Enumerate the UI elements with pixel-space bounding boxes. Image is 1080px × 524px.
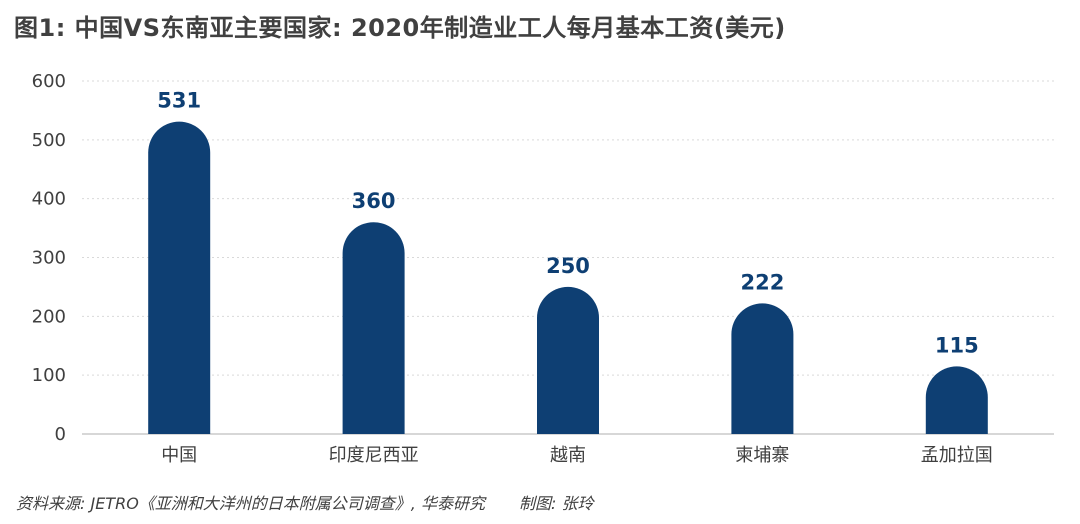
data-labels: 531 360 250 222 115: [157, 89, 978, 358]
source-note: 资料来源: JETRO《亚洲和大洋州的日本附属公司调查》, 华泰研究 制图: 张玲: [16, 490, 593, 514]
bar-0: [148, 121, 211, 434]
x-tick-label: 柬埔寨: [735, 445, 789, 466]
y-tick-label: 300: [32, 248, 66, 269]
bar-4: [925, 366, 988, 434]
y-tick-label: 500: [32, 130, 66, 151]
y-tick-label: 200: [32, 306, 66, 327]
data-label: 250: [546, 254, 590, 278]
y-tick-label: 400: [32, 189, 66, 210]
x-axis-tick-labels: 中国 印度尼西亚 越南 柬埔寨 孟加拉国: [161, 445, 993, 466]
bar-1: [342, 222, 405, 434]
data-label: 531: [157, 89, 201, 113]
y-tick-label: 0: [55, 424, 66, 445]
author-text: 制图: 张玲: [518, 494, 594, 513]
bars: [148, 121, 988, 434]
data-label: 222: [740, 270, 784, 294]
x-tick-label: 印度尼西亚: [329, 445, 419, 466]
y-tick-label: 100: [32, 365, 66, 386]
bar-2: [537, 286, 599, 434]
x-tick-label: 孟加拉国: [921, 445, 993, 466]
data-label: 115: [935, 333, 979, 357]
source-text: 资料来源: JETRO《亚洲和大洋州的日本附属公司调查》, 华泰研究: [16, 494, 485, 513]
chart-title: 图1: 中国VS东南亚主要国家: 2020年制造业工人每月基本工资(美元): [14, 14, 786, 42]
x-tick-label: 越南: [550, 445, 586, 466]
y-tick-label: 600: [32, 71, 66, 92]
bar-3: [731, 303, 794, 434]
x-tick-label: 中国: [161, 445, 197, 466]
y-axis-tick-labels: 0 100 200 300 400 500 600: [32, 71, 66, 445]
data-label: 360: [352, 189, 396, 213]
